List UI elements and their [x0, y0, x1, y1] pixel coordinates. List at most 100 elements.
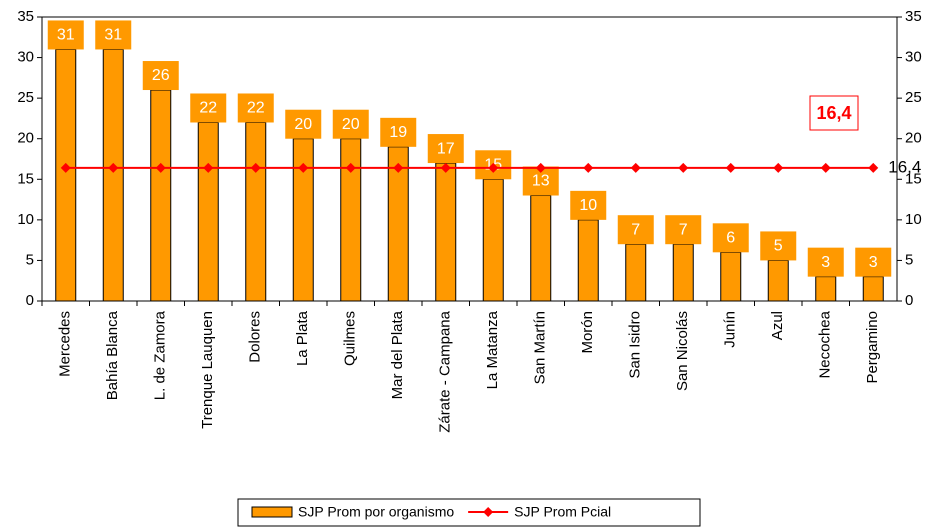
marker [630, 162, 641, 173]
bar [55, 48, 77, 302]
x-tick-label: Mar del Plata [389, 310, 406, 399]
marker [108, 162, 119, 173]
x-tick-label: Azul [769, 311, 786, 340]
x-tick-label: Necochea [817, 310, 834, 378]
y2-tick-label: 0 [905, 292, 913, 309]
x-tick-label: Zárate - Campana [437, 310, 454, 432]
x-tick-label: La Plata [294, 310, 311, 366]
legend-swatch [251, 506, 293, 518]
bar [102, 48, 124, 302]
marker [488, 162, 499, 173]
data-label-box [665, 215, 702, 245]
marker [678, 162, 689, 173]
legend-marker [483, 507, 494, 517]
x-tick-label: Junín [722, 311, 739, 348]
data-label-box [237, 93, 274, 123]
data-label-box [142, 61, 179, 91]
x-tick-label: Quilmes [342, 311, 359, 366]
data-label: 22 [199, 100, 217, 117]
data-label: 26 [152, 67, 170, 84]
marker [250, 162, 261, 173]
y2-tick-label: 10 [905, 211, 922, 228]
y2-tick-label: 35 [905, 8, 922, 25]
marker [203, 162, 214, 173]
bar [150, 89, 172, 302]
data-label-box [332, 109, 369, 139]
data-label: 5 [774, 238, 783, 255]
x-tick-label: L. de Zamora [152, 310, 169, 400]
data-label: 7 [679, 221, 688, 238]
x-tick-label: Bahía Blanca [104, 310, 121, 400]
x-tick-label: Pergamino [864, 311, 881, 384]
data-label: 10 [579, 197, 597, 214]
y-tick-label: 10 [17, 211, 34, 228]
marker [393, 162, 404, 173]
legend-label: SJP Prom por organismo [298, 504, 454, 520]
y-tick-label: 35 [17, 8, 34, 25]
marker [583, 162, 594, 173]
annotation: 16,4 [816, 103, 851, 123]
data-label: 17 [437, 140, 455, 157]
data-label-box [712, 223, 749, 253]
bar [577, 219, 599, 302]
data-label: 3 [821, 254, 830, 271]
data-label: 20 [342, 116, 360, 133]
marker [345, 162, 356, 173]
y-tick-label: 30 [17, 49, 34, 66]
marker [820, 162, 831, 173]
legend-box [237, 498, 701, 527]
y-tick-label: 5 [26, 251, 34, 268]
y2-tick-label: 20 [905, 130, 922, 147]
bar [625, 243, 647, 302]
y2-tick-label: 5 [905, 251, 913, 268]
data-label: 19 [389, 124, 407, 141]
x-tick-label: La Matanza [484, 310, 501, 389]
legend-label: SJP Prom Pcial [514, 504, 611, 520]
data-label: 31 [104, 27, 122, 44]
bar [672, 243, 694, 302]
data-label-box [570, 190, 607, 220]
y2-tick-label: 30 [905, 49, 922, 66]
marker [298, 162, 309, 173]
y-tick-label: 0 [26, 292, 34, 309]
marker [60, 162, 71, 173]
x-tick-label: San Isidro [627, 311, 644, 379]
data-label-box [760, 231, 797, 261]
y-tick-label: 20 [17, 130, 34, 147]
annotation-box [809, 95, 859, 131]
x-tick-label: Trenque Lauquen [199, 311, 216, 429]
marker [773, 162, 784, 173]
data-label-box [285, 109, 322, 139]
bar [245, 121, 267, 302]
marker [535, 162, 546, 173]
bar [482, 178, 504, 302]
data-label-box [380, 117, 417, 147]
data-label: 16,4 [888, 157, 921, 176]
marker [725, 162, 736, 173]
data-label: 6 [726, 230, 735, 247]
bar [862, 276, 884, 302]
data-label: 7 [631, 221, 640, 238]
bar [815, 276, 837, 302]
marker [155, 162, 166, 173]
data-label: 31 [57, 27, 75, 44]
data-label-box [190, 93, 227, 123]
marker [440, 162, 451, 173]
x-tick-label: Morón [579, 311, 596, 354]
bar [530, 195, 552, 302]
x-tick-label: Dolores [247, 311, 264, 363]
data-label: 3 [869, 254, 878, 271]
data-label-box [617, 215, 654, 245]
y-tick-label: 25 [17, 89, 34, 106]
data-label: 13 [532, 173, 550, 190]
bar [720, 251, 742, 302]
bar [197, 121, 219, 302]
x-tick-label: San Nicolás [674, 311, 691, 391]
data-label-box [427, 134, 464, 164]
data-label-box [47, 20, 84, 50]
plot-area [41, 16, 898, 302]
y2-tick-label: 25 [905, 89, 922, 106]
data-label: 22 [247, 100, 265, 117]
